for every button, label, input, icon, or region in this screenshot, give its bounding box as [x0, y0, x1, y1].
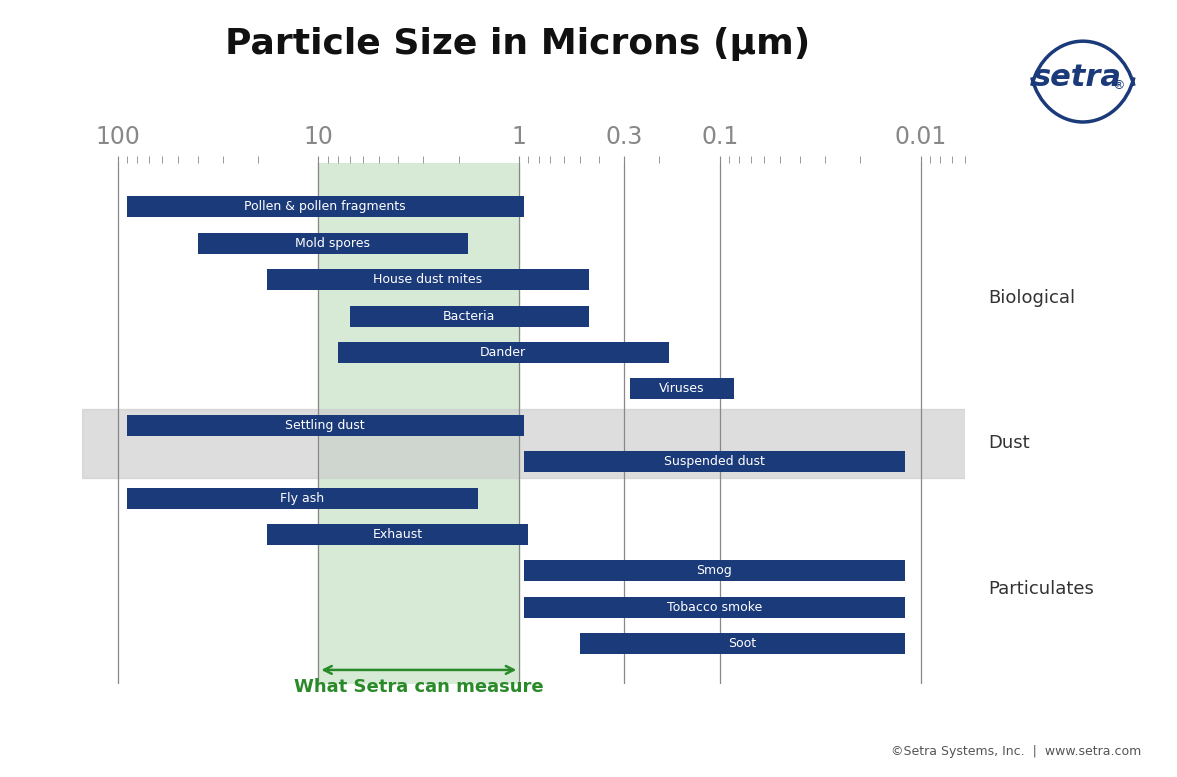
Text: Exhaust: Exhaust [373, 528, 423, 541]
Bar [338, 342, 669, 363]
Text: Biological: Biological [989, 289, 1076, 307]
Text: Fly ash: Fly ash [280, 492, 325, 504]
Text: Bacteria: Bacteria [443, 309, 496, 322]
Bar [524, 597, 905, 618]
Text: Smog: Smog [697, 564, 732, 577]
Bar [127, 415, 524, 436]
Text: ®: ® [1112, 79, 1125, 92]
Text: Particulates: Particulates [989, 580, 1095, 598]
Text: Settling dust: Settling dust [286, 419, 365, 432]
Text: ©Setra Systems, Inc.  |  www.setra.com: ©Setra Systems, Inc. | www.setra.com [891, 744, 1142, 758]
Bar [319, 163, 519, 684]
Bar [579, 633, 905, 654]
Bar [630, 378, 734, 399]
Text: Dust: Dust [989, 434, 1030, 452]
Text: Suspended dust: Suspended dust [664, 455, 765, 469]
Bar [350, 305, 588, 326]
Bar [82, 409, 965, 478]
Bar [127, 487, 478, 509]
Bar [267, 524, 528, 545]
Bar [198, 232, 468, 254]
Text: setra: setra [1032, 63, 1122, 92]
Bar [267, 269, 588, 291]
Text: What Setra can measure: What Setra can measure [294, 678, 544, 696]
Text: Viruses: Viruses [659, 382, 705, 395]
Bar [524, 560, 905, 581]
Text: Particle Size in Microns (μm): Particle Size in Microns (μm) [225, 27, 811, 61]
Bar [524, 451, 905, 472]
Text: Dander: Dander [480, 346, 526, 359]
Text: Pollen & pollen fragments: Pollen & pollen fragments [245, 200, 406, 214]
Text: Tobacco smoke: Tobacco smoke [666, 601, 762, 614]
Text: Mold spores: Mold spores [295, 237, 371, 249]
Bar [127, 197, 524, 218]
Text: Soot: Soot [729, 637, 756, 650]
Text: House dust mites: House dust mites [373, 274, 483, 286]
